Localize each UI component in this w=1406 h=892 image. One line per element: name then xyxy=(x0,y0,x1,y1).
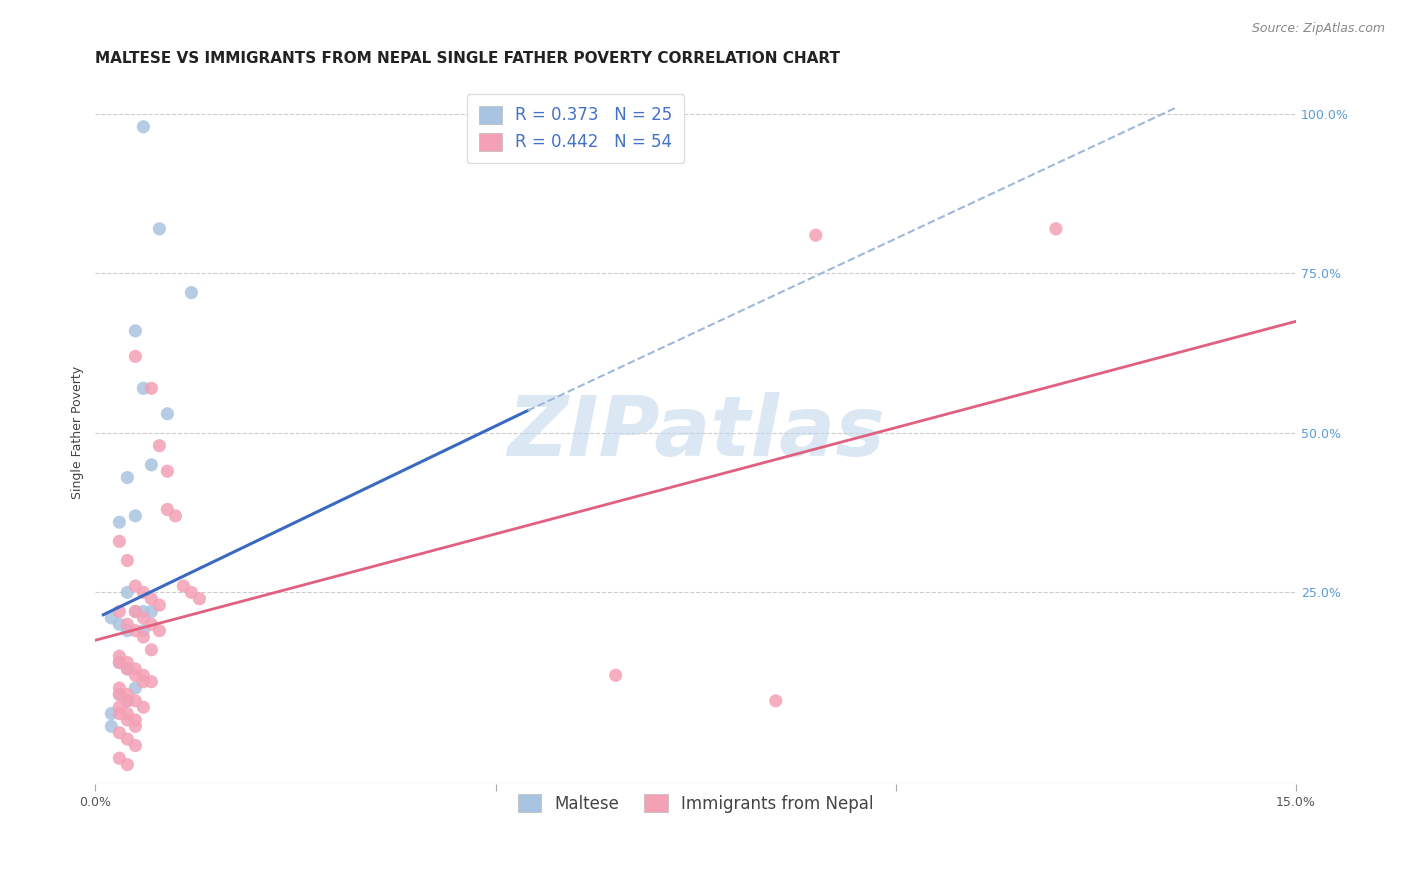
Point xyxy=(108,515,131,529)
Point xyxy=(1045,222,1067,236)
Point xyxy=(124,350,146,364)
Point xyxy=(141,642,163,657)
Point xyxy=(100,706,122,721)
Point xyxy=(108,681,131,695)
Point xyxy=(132,605,155,619)
Point xyxy=(108,617,131,632)
Point xyxy=(141,458,163,472)
Point xyxy=(108,706,131,721)
Point xyxy=(188,591,211,606)
Point xyxy=(108,751,131,765)
Point xyxy=(765,694,787,708)
Point xyxy=(117,656,139,670)
Point xyxy=(180,585,202,599)
Point xyxy=(132,700,155,714)
Point xyxy=(124,739,146,753)
Point xyxy=(117,694,139,708)
Point xyxy=(172,579,194,593)
Point xyxy=(100,611,122,625)
Point xyxy=(132,674,155,689)
Point xyxy=(117,585,139,599)
Point xyxy=(132,381,155,395)
Point xyxy=(124,605,146,619)
Point xyxy=(124,681,146,695)
Point xyxy=(117,624,139,638)
Point xyxy=(148,439,170,453)
Point xyxy=(141,674,163,689)
Point xyxy=(117,470,139,484)
Point xyxy=(148,624,170,638)
Point xyxy=(117,553,139,567)
Point xyxy=(132,668,155,682)
Point xyxy=(132,120,155,134)
Text: Source: ZipAtlas.com: Source: ZipAtlas.com xyxy=(1251,22,1385,36)
Point xyxy=(117,713,139,727)
Point xyxy=(124,668,146,682)
Point xyxy=(124,579,146,593)
Point xyxy=(132,611,155,625)
Point xyxy=(156,464,179,478)
Point xyxy=(117,757,139,772)
Point xyxy=(108,656,131,670)
Point xyxy=(804,228,827,243)
Point xyxy=(108,656,131,670)
Point xyxy=(124,713,146,727)
Point xyxy=(141,617,163,632)
Point xyxy=(180,285,202,300)
Point xyxy=(141,381,163,395)
Point xyxy=(141,605,163,619)
Text: MALTESE VS IMMIGRANTS FROM NEPAL SINGLE FATHER POVERTY CORRELATION CHART: MALTESE VS IMMIGRANTS FROM NEPAL SINGLE … xyxy=(96,51,841,66)
Point xyxy=(108,605,131,619)
Point xyxy=(124,605,146,619)
Legend: Maltese, Immigrants from Nepal: Maltese, Immigrants from Nepal xyxy=(506,782,886,824)
Point xyxy=(117,732,139,747)
Point xyxy=(108,649,131,664)
Point xyxy=(117,662,139,676)
Point xyxy=(124,662,146,676)
Point xyxy=(132,630,155,644)
Point xyxy=(148,222,170,236)
Point xyxy=(117,694,139,708)
Point xyxy=(156,407,179,421)
Point xyxy=(132,624,155,638)
Point xyxy=(124,508,146,523)
Point xyxy=(108,725,131,739)
Point xyxy=(141,591,163,606)
Point xyxy=(100,719,122,733)
Point xyxy=(108,534,131,549)
Point xyxy=(165,508,187,523)
Point xyxy=(124,694,146,708)
Point xyxy=(117,617,139,632)
Point xyxy=(108,700,131,714)
Point xyxy=(148,598,170,612)
Point xyxy=(156,502,179,516)
Point xyxy=(132,585,155,599)
Point xyxy=(117,688,139,702)
Point xyxy=(605,668,627,682)
Point xyxy=(124,719,146,733)
Point xyxy=(117,706,139,721)
Y-axis label: Single Father Poverty: Single Father Poverty xyxy=(72,367,84,500)
Point xyxy=(108,688,131,702)
Point xyxy=(117,662,139,676)
Text: ZIPatlas: ZIPatlas xyxy=(506,392,884,474)
Point xyxy=(124,324,146,338)
Point xyxy=(108,688,131,702)
Point xyxy=(124,624,146,638)
